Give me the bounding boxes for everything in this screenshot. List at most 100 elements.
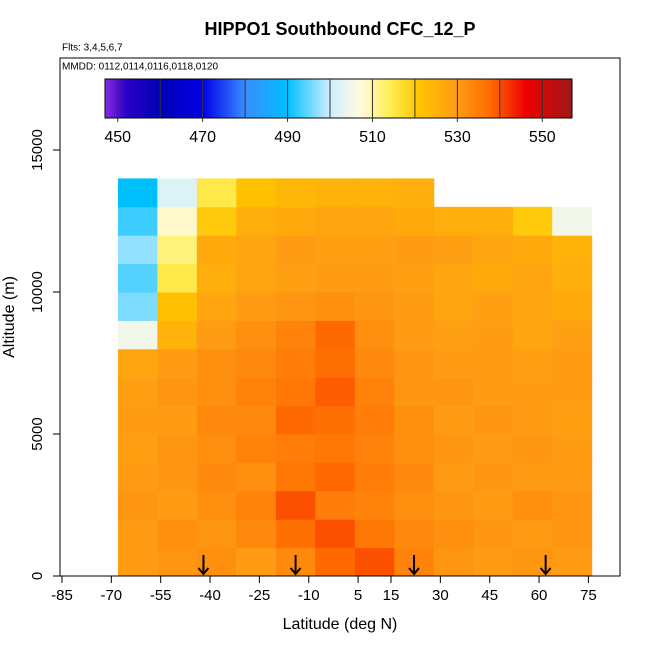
- heat-cell: [236, 434, 277, 463]
- heat-cell: [117, 462, 158, 492]
- x-tick-label: 45: [481, 587, 498, 604]
- heat-cell: [157, 178, 198, 208]
- heat-cell: [433, 206, 474, 236]
- heat-cell: [275, 405, 316, 435]
- heat-cell: [157, 377, 198, 407]
- heat-cell: [354, 490, 395, 520]
- heat-cell: [394, 348, 435, 378]
- heat-cell: [394, 206, 435, 236]
- heat-cell: [394, 434, 435, 463]
- heat-cell: [512, 320, 553, 350]
- heat-cell: [552, 405, 593, 435]
- heat-cell: [552, 462, 593, 492]
- annotation: MMDD: 0112,0114,0116,0118,0120: [62, 62, 218, 73]
- heat-cell: [394, 263, 435, 293]
- heat-cell: [315, 292, 356, 321]
- y-tick-label: 0: [29, 572, 46, 580]
- heat-cell: [117, 206, 158, 236]
- heat-cell: [236, 490, 277, 520]
- heat-cell: [157, 263, 198, 293]
- heat-cell: [275, 320, 316, 350]
- y-tick-label: 5000: [29, 417, 46, 450]
- heat-cell: [275, 235, 316, 265]
- heat-cell: [157, 462, 198, 492]
- heat-cell: [433, 434, 474, 463]
- heat-cell: [394, 178, 435, 208]
- heat-cell: [196, 206, 237, 236]
- heat-cell: [433, 348, 474, 378]
- heat-cell: [315, 178, 356, 208]
- heat-cell: [157, 292, 198, 321]
- heat-cell: [433, 405, 474, 435]
- profile-arrow: [539, 555, 552, 576]
- subtitle: Flts: 3,4,5,6,7: [62, 43, 123, 54]
- profile-arrow: [408, 555, 420, 576]
- heat-cell: [196, 519, 237, 549]
- heat-cell: [473, 405, 514, 435]
- heat-cell: [236, 235, 277, 265]
- heat-cell: [275, 434, 316, 463]
- heat-cell: [275, 292, 316, 321]
- heat-cell: [473, 320, 514, 350]
- heat-cell: [354, 206, 395, 236]
- heat-cell: [473, 462, 514, 492]
- heat-cell: [512, 348, 553, 378]
- heat-cell: [275, 178, 316, 208]
- x-tick-label: 75: [580, 587, 597, 604]
- heat-cell: [196, 292, 237, 321]
- heat-cell: [473, 490, 514, 520]
- heat-cell: [117, 320, 158, 350]
- heat-cell: [473, 377, 514, 407]
- heat-cell: [275, 206, 316, 236]
- heat-cell: [512, 434, 553, 463]
- heat-cell: [433, 547, 474, 577]
- heat-cell: [275, 377, 316, 407]
- heat-cell: [473, 519, 514, 549]
- x-tick-label: -10: [298, 587, 320, 604]
- heat-cell: [552, 235, 593, 265]
- heat-cell: [394, 405, 435, 435]
- heat-cell: [196, 405, 237, 435]
- heat-cell: [433, 263, 474, 293]
- heat-cell: [236, 519, 277, 549]
- x-tick-label: 30: [432, 587, 449, 604]
- colorbar-tick-label: 490: [274, 129, 301, 146]
- heat-cell: [473, 235, 514, 265]
- x-tick-label: -55: [150, 587, 172, 604]
- heat-cell: [315, 405, 356, 435]
- heat-cell: [236, 348, 277, 378]
- heat-cell: [117, 348, 158, 378]
- heat-cell: [473, 206, 514, 236]
- heat-cell: [157, 405, 198, 435]
- heat-cell: [117, 235, 158, 265]
- heat-cell: [552, 320, 593, 350]
- heat-cell: [354, 292, 395, 321]
- x-tick-label: -40: [199, 587, 221, 604]
- arrow-head: [408, 567, 420, 576]
- heat-cell: [117, 377, 158, 407]
- heat-cell: [315, 377, 356, 407]
- heat-cell: [236, 292, 277, 321]
- heat-cell: [315, 235, 356, 265]
- heat-cell: [157, 490, 198, 520]
- heat-cell: [354, 547, 395, 577]
- heat-cell: [236, 206, 277, 236]
- heat-cell: [354, 519, 395, 549]
- colorbar-tick-label: 550: [529, 129, 556, 146]
- heat-cell: [512, 490, 553, 520]
- heat-cell: [473, 434, 514, 463]
- heat-cell: [354, 405, 395, 435]
- heat-cell: [275, 462, 316, 492]
- heat-cell: [354, 434, 395, 463]
- heat-cell: [354, 235, 395, 265]
- heat-cell: [315, 434, 356, 463]
- heat-cell: [552, 377, 593, 407]
- heat-cell: [157, 519, 198, 549]
- heat-cell: [315, 348, 356, 378]
- y-axis-label: Altitude (m): [1, 276, 18, 358]
- colorbar-tick-label: 510: [359, 129, 386, 146]
- heat-cell: [196, 434, 237, 463]
- heat-cell: [354, 263, 395, 293]
- heat-cell: [354, 348, 395, 378]
- profile-arrow: [289, 555, 302, 576]
